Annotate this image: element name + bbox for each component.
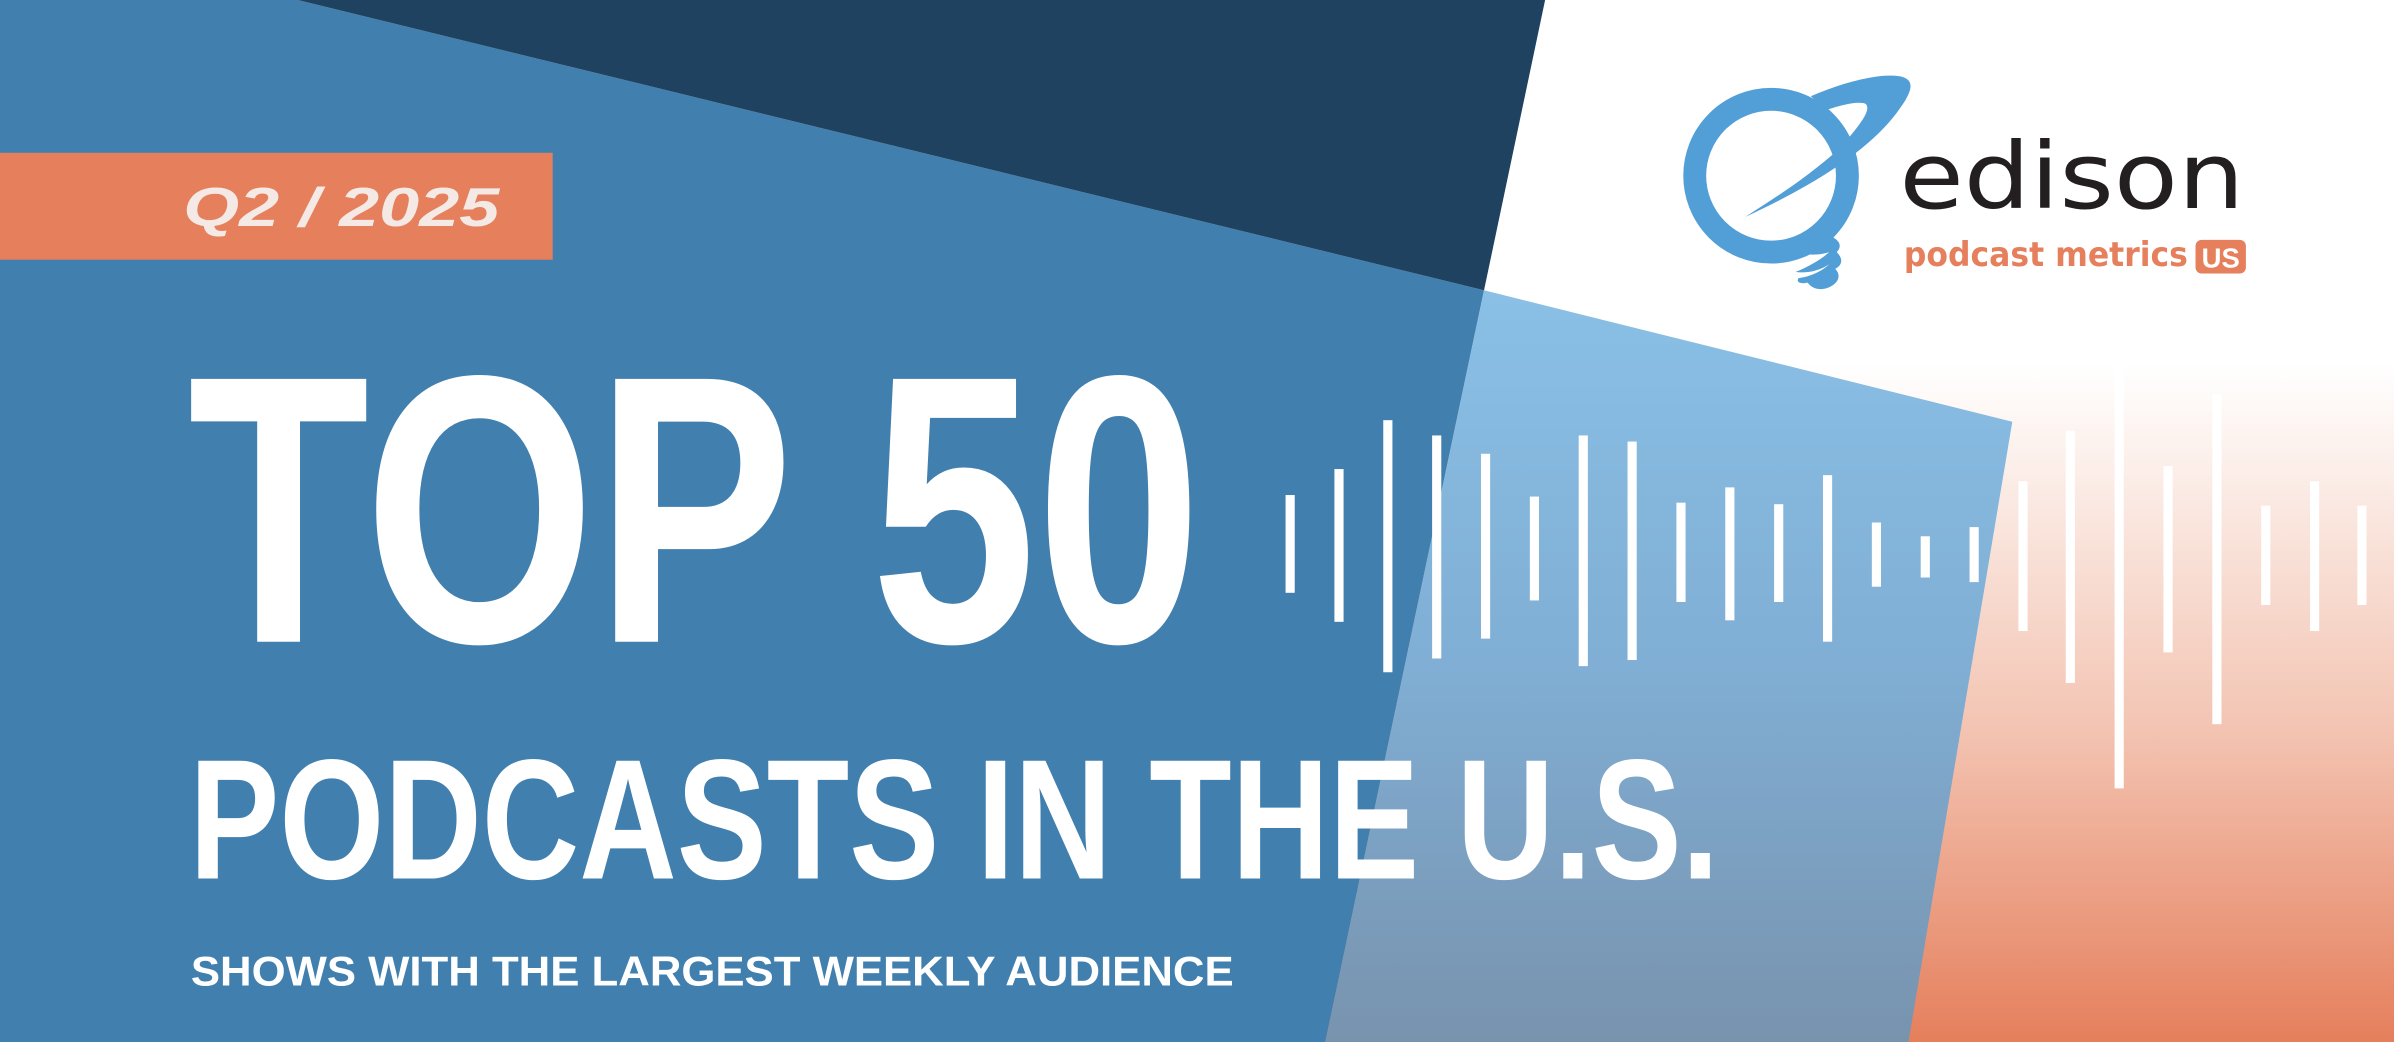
waveform-bar bbox=[2163, 465, 2173, 653]
logo-wordmark: edison bbox=[1899, 123, 2244, 230]
logo-badge bbox=[2195, 239, 2246, 274]
waveform-bar bbox=[1627, 441, 1637, 661]
waveform-bar bbox=[2065, 430, 2075, 683]
audio-waveform-icon bbox=[1285, 351, 2367, 789]
period-tag bbox=[0, 152, 553, 260]
background-light-blue bbox=[1325, 290, 2013, 1042]
subheadline: PODCASTS IN THE U.S. bbox=[189, 724, 1719, 915]
waveform-bar bbox=[1334, 469, 1344, 622]
logo-badge-label: US bbox=[2202, 242, 2240, 273]
waveform-bar bbox=[2261, 505, 2271, 606]
waveform-bar bbox=[1676, 502, 1686, 602]
period-label: Q2 / 2025 bbox=[183, 176, 501, 238]
waveform-bar bbox=[1725, 487, 1735, 621]
waveform-bar bbox=[2018, 481, 2028, 632]
waveform-bar bbox=[1529, 496, 1539, 601]
waveform-bar bbox=[1920, 536, 1930, 578]
waveform-bar bbox=[1285, 495, 1295, 593]
waveform-bar bbox=[1774, 504, 1784, 602]
waveform-bar bbox=[1969, 527, 1979, 583]
waveform-bar bbox=[2310, 481, 2320, 632]
waveform-bar bbox=[1432, 435, 1442, 659]
background-navy bbox=[297, 0, 1546, 291]
waveform-bar bbox=[1822, 475, 1833, 642]
waveform-bar bbox=[1480, 453, 1491, 639]
background-blue bbox=[0, 0, 1485, 1042]
waveform-bar bbox=[2357, 505, 2367, 606]
waveform-bar bbox=[2114, 351, 2124, 789]
tagline: SHOWS WITH THE LARGEST WEEKLY AUDIENCE bbox=[191, 948, 1234, 994]
waveform-bar bbox=[1383, 420, 1393, 673]
logo-product: podcast metrics bbox=[1904, 235, 2188, 274]
lightbulb-orbit-icon bbox=[1683, 75, 1911, 290]
edison-logo: edison podcast metrics US bbox=[1683, 75, 2246, 290]
waveform-bar bbox=[1871, 522, 1881, 587]
waveform-bar bbox=[2212, 394, 2222, 725]
waveform-bar bbox=[1578, 435, 1588, 667]
headline: TOP 50 bbox=[188, 296, 1202, 723]
